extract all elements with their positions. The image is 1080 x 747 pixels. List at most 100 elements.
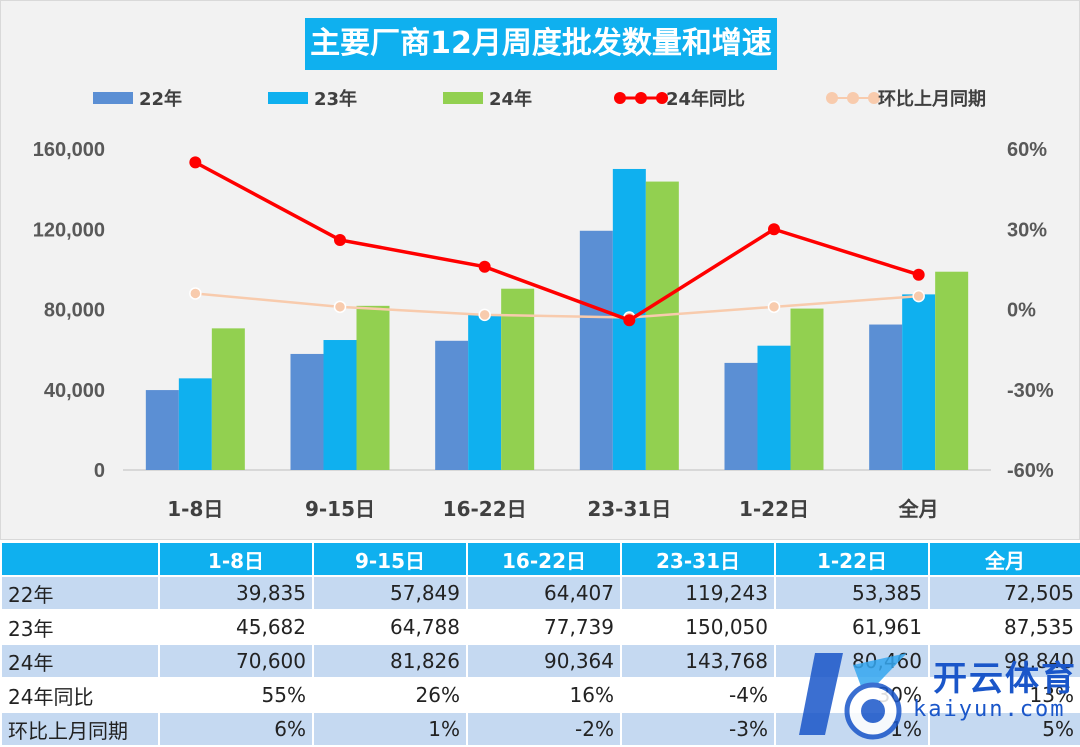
y-left-tick-label: 40,000 [44, 380, 105, 402]
legend-swatch [443, 92, 483, 104]
table-cell: -4% [620, 677, 776, 713]
table-header-cell: 16-22日 [466, 541, 622, 577]
chart-panel: 主要厂商12月周度批发数量和增速 0 40,000 80,000 120,000 160… [0, 0, 1080, 540]
y-right-tick-label: -60% [1007, 460, 1054, 482]
line-point [334, 233, 346, 246]
table-cell: 61,961 [774, 609, 930, 645]
table-row: 23年 45,682 64,788 77,739 150,050 61,961 … [0, 609, 1080, 645]
legend-swatch [268, 92, 308, 104]
table-cell: 55% [158, 677, 314, 713]
legend-label: 23年 [314, 88, 357, 110]
line-point [333, 300, 347, 314]
line-point [189, 156, 202, 169]
row-label: 23年 [0, 609, 160, 645]
line-point [478, 308, 491, 322]
bar [790, 308, 824, 470]
table-cell: 70,600 [158, 643, 314, 679]
x-tick-label: 1-22日 [739, 497, 809, 521]
table-cell: 119,243 [620, 575, 776, 611]
table-row: 22年 39,835 57,849 64,407 119,243 53,385 … [0, 575, 1080, 611]
row-label: 24年 [0, 643, 160, 679]
table-header-cell: 9-15日 [312, 541, 468, 577]
line-point [767, 300, 781, 314]
bar [145, 390, 179, 470]
bar [468, 314, 502, 470]
table-cell: 64,788 [312, 609, 468, 645]
table-cell: 57,849 [312, 575, 468, 611]
table-cell: 150,050 [620, 609, 776, 645]
table-cell: 87,535 [928, 609, 1080, 645]
legend-label: 环比上月同期 [878, 89, 986, 110]
legend-marker [656, 92, 668, 104]
row-label: 22年 [0, 575, 160, 611]
table-cell: 5% [928, 711, 1080, 747]
bar [501, 288, 535, 470]
series-line [195, 292, 919, 319]
bar [935, 271, 969, 470]
legend-marker [868, 92, 880, 104]
table-cell: 13% [928, 677, 1080, 713]
table-header-row: 1-8日 9-15日 16-22日 23-31日 1-22日 全月 [0, 541, 1080, 577]
y-left-tick-label: 0 [94, 460, 105, 482]
y-right-tick-label: 60% [1007, 139, 1047, 161]
table-cell: 39,835 [158, 575, 314, 611]
line-point [912, 268, 925, 281]
chart-title: 主要厂商12月周度批发数量和增速 [305, 18, 777, 70]
data-table: 1-8日 9-15日 16-22日 23-31日 1-22日 全月 22年 39… [0, 541, 1080, 747]
legend-marker [635, 92, 647, 104]
y-left-tick-label: 80,000 [44, 300, 105, 322]
table-header-cell [0, 541, 160, 577]
combo-chart: 0 40,000 80,000 120,000 160,000 -60% -30% 0% 30%… [33, 88, 1054, 521]
row-label: 24年同比 [0, 677, 160, 713]
x-tick-label: 全月 [898, 497, 939, 521]
table-cell: 64,407 [466, 575, 622, 611]
y-left-tick-label: 160,000 [33, 139, 105, 161]
watermark-domain: kaiyun.com [913, 697, 1066, 722]
table-header-cell: 23-31日 [620, 541, 776, 577]
table-cell: 1% [312, 711, 468, 747]
x-tick-label: 16-22日 [443, 497, 527, 521]
x-tick-label: 23-31日 [587, 497, 671, 521]
legend-marker [826, 92, 838, 104]
table-cell: 90,364 [466, 643, 622, 679]
table-cell: 45,682 [158, 609, 314, 645]
table-row: 环比上月同期 6% 1% -2% -3% 1% 5% [0, 711, 1080, 747]
bar [323, 340, 357, 470]
y-right-tick-label: -30% [1007, 380, 1054, 402]
bar [724, 362, 758, 470]
legend-swatch [93, 92, 133, 104]
legend-marker [614, 92, 626, 104]
bar [356, 305, 390, 470]
table-cell: 81,826 [312, 643, 468, 679]
legend-label: 24年同比 [666, 88, 745, 110]
watermark-brand: 开云体育 [933, 659, 1077, 699]
line-point [478, 260, 491, 273]
legend-label: 22年 [139, 88, 182, 110]
y-right-tick-label: 30% [1007, 219, 1047, 241]
table-header-cell: 1-22日 [774, 541, 930, 577]
bar [290, 353, 324, 470]
bar [645, 181, 679, 471]
table-header-cell: 1-8日 [158, 541, 314, 577]
x-tick-label: 1-8日 [167, 497, 223, 521]
bar [178, 378, 212, 470]
table-cell: 53,385 [774, 575, 930, 611]
bar [902, 294, 936, 470]
series-line [194, 160, 920, 323]
table-cell: 77,739 [466, 609, 622, 645]
line-point [768, 223, 780, 236]
legend-marker [847, 92, 859, 104]
table-row: 24年 70,600 81,826 90,364 143,768 80,460 … [0, 643, 1080, 679]
table-header-cell: 全月 [928, 541, 1080, 577]
table-cell: -3% [620, 711, 776, 747]
line-point [189, 287, 202, 300]
legend-label: 24年 [489, 88, 532, 110]
line-point [912, 289, 925, 303]
table-cell: 6% [158, 711, 314, 747]
table-cell: 26% [312, 677, 468, 713]
bar [579, 230, 613, 470]
row-label: 环比上月同期 [0, 711, 160, 747]
bar [211, 328, 245, 470]
watermark-logo-icon [799, 653, 907, 740]
